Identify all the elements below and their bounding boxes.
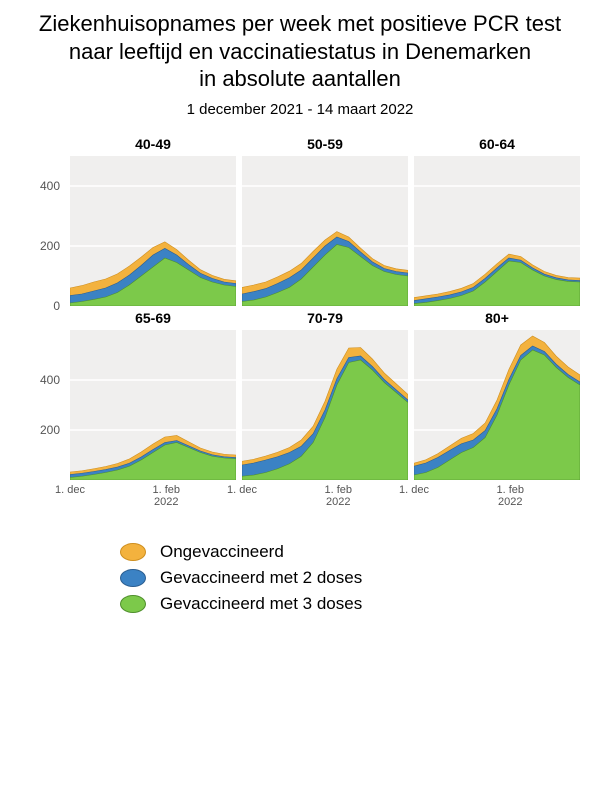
y-tick-label: 400 <box>40 373 60 387</box>
title-line-3: in absolute aantallen <box>199 66 401 91</box>
x-tick-label: 1. feb2022 <box>153 484 181 508</box>
chart-subtitle: 1 december 2021 - 14 maart 2022 <box>18 101 582 118</box>
x-tick-label: 1. dec <box>55 484 85 496</box>
small-multiples-grid: 40-49 50-59 60-64 0 200 400 65-69 70-79 80+ 200 4… <box>20 136 580 518</box>
chart-panel <box>414 330 580 480</box>
legend-item: Gevaccineerd met 2 doses <box>120 568 480 588</box>
y-tick-label: 200 <box>40 239 60 253</box>
legend-swatch <box>120 543 146 561</box>
panel-title: 70-79 <box>242 310 408 326</box>
legend: Ongevaccineerd Gevaccineerd met 2 doses … <box>120 542 480 614</box>
chart-panel <box>242 156 408 306</box>
panel-title: 80+ <box>414 310 580 326</box>
x-tick-label: 1. feb2022 <box>497 484 525 508</box>
panel-title: 60-64 <box>414 136 580 152</box>
title-line-2: naar leeftijd en vaccinatiestatus in Den… <box>69 39 531 64</box>
y-tick-label: 0 <box>53 299 60 313</box>
panel-title: 65-69 <box>70 310 236 326</box>
legend-label: Gevaccineerd met 2 doses <box>160 568 362 588</box>
x-axis: 1. dec1. feb2022 <box>70 484 236 518</box>
chart-panel <box>414 156 580 306</box>
x-axis: 1. dec1. feb2022 <box>242 484 408 518</box>
legend-item: Ongevaccineerd <box>120 542 480 562</box>
chart-panel <box>242 330 408 480</box>
y-tick-label: 400 <box>40 179 60 193</box>
y-axis: 200 400 <box>20 330 64 480</box>
panel-title: 50-59 <box>242 136 408 152</box>
title-line-1: Ziekenhuisopnames per week met positieve… <box>39 11 561 36</box>
chart-title: Ziekenhuisopnames per week met positieve… <box>18 10 582 93</box>
title-block: Ziekenhuisopnames per week met positieve… <box>0 0 600 118</box>
x-tick-label: 1. dec <box>399 484 429 496</box>
y-tick-label: 200 <box>40 423 60 437</box>
chart-panel <box>70 156 236 306</box>
legend-label: Gevaccineerd met 3 doses <box>160 594 362 614</box>
legend-item: Gevaccineerd met 3 doses <box>120 594 480 614</box>
x-tick-label: 1. dec <box>227 484 257 496</box>
x-tick-label: 1. feb2022 <box>325 484 353 508</box>
chart-panel <box>70 330 236 480</box>
panel-title: 40-49 <box>70 136 236 152</box>
legend-swatch <box>120 595 146 613</box>
x-axis: 1. dec1. feb2022 <box>414 484 580 518</box>
legend-swatch <box>120 569 146 587</box>
legend-label: Ongevaccineerd <box>160 542 284 562</box>
y-axis: 0200400 <box>20 156 64 306</box>
